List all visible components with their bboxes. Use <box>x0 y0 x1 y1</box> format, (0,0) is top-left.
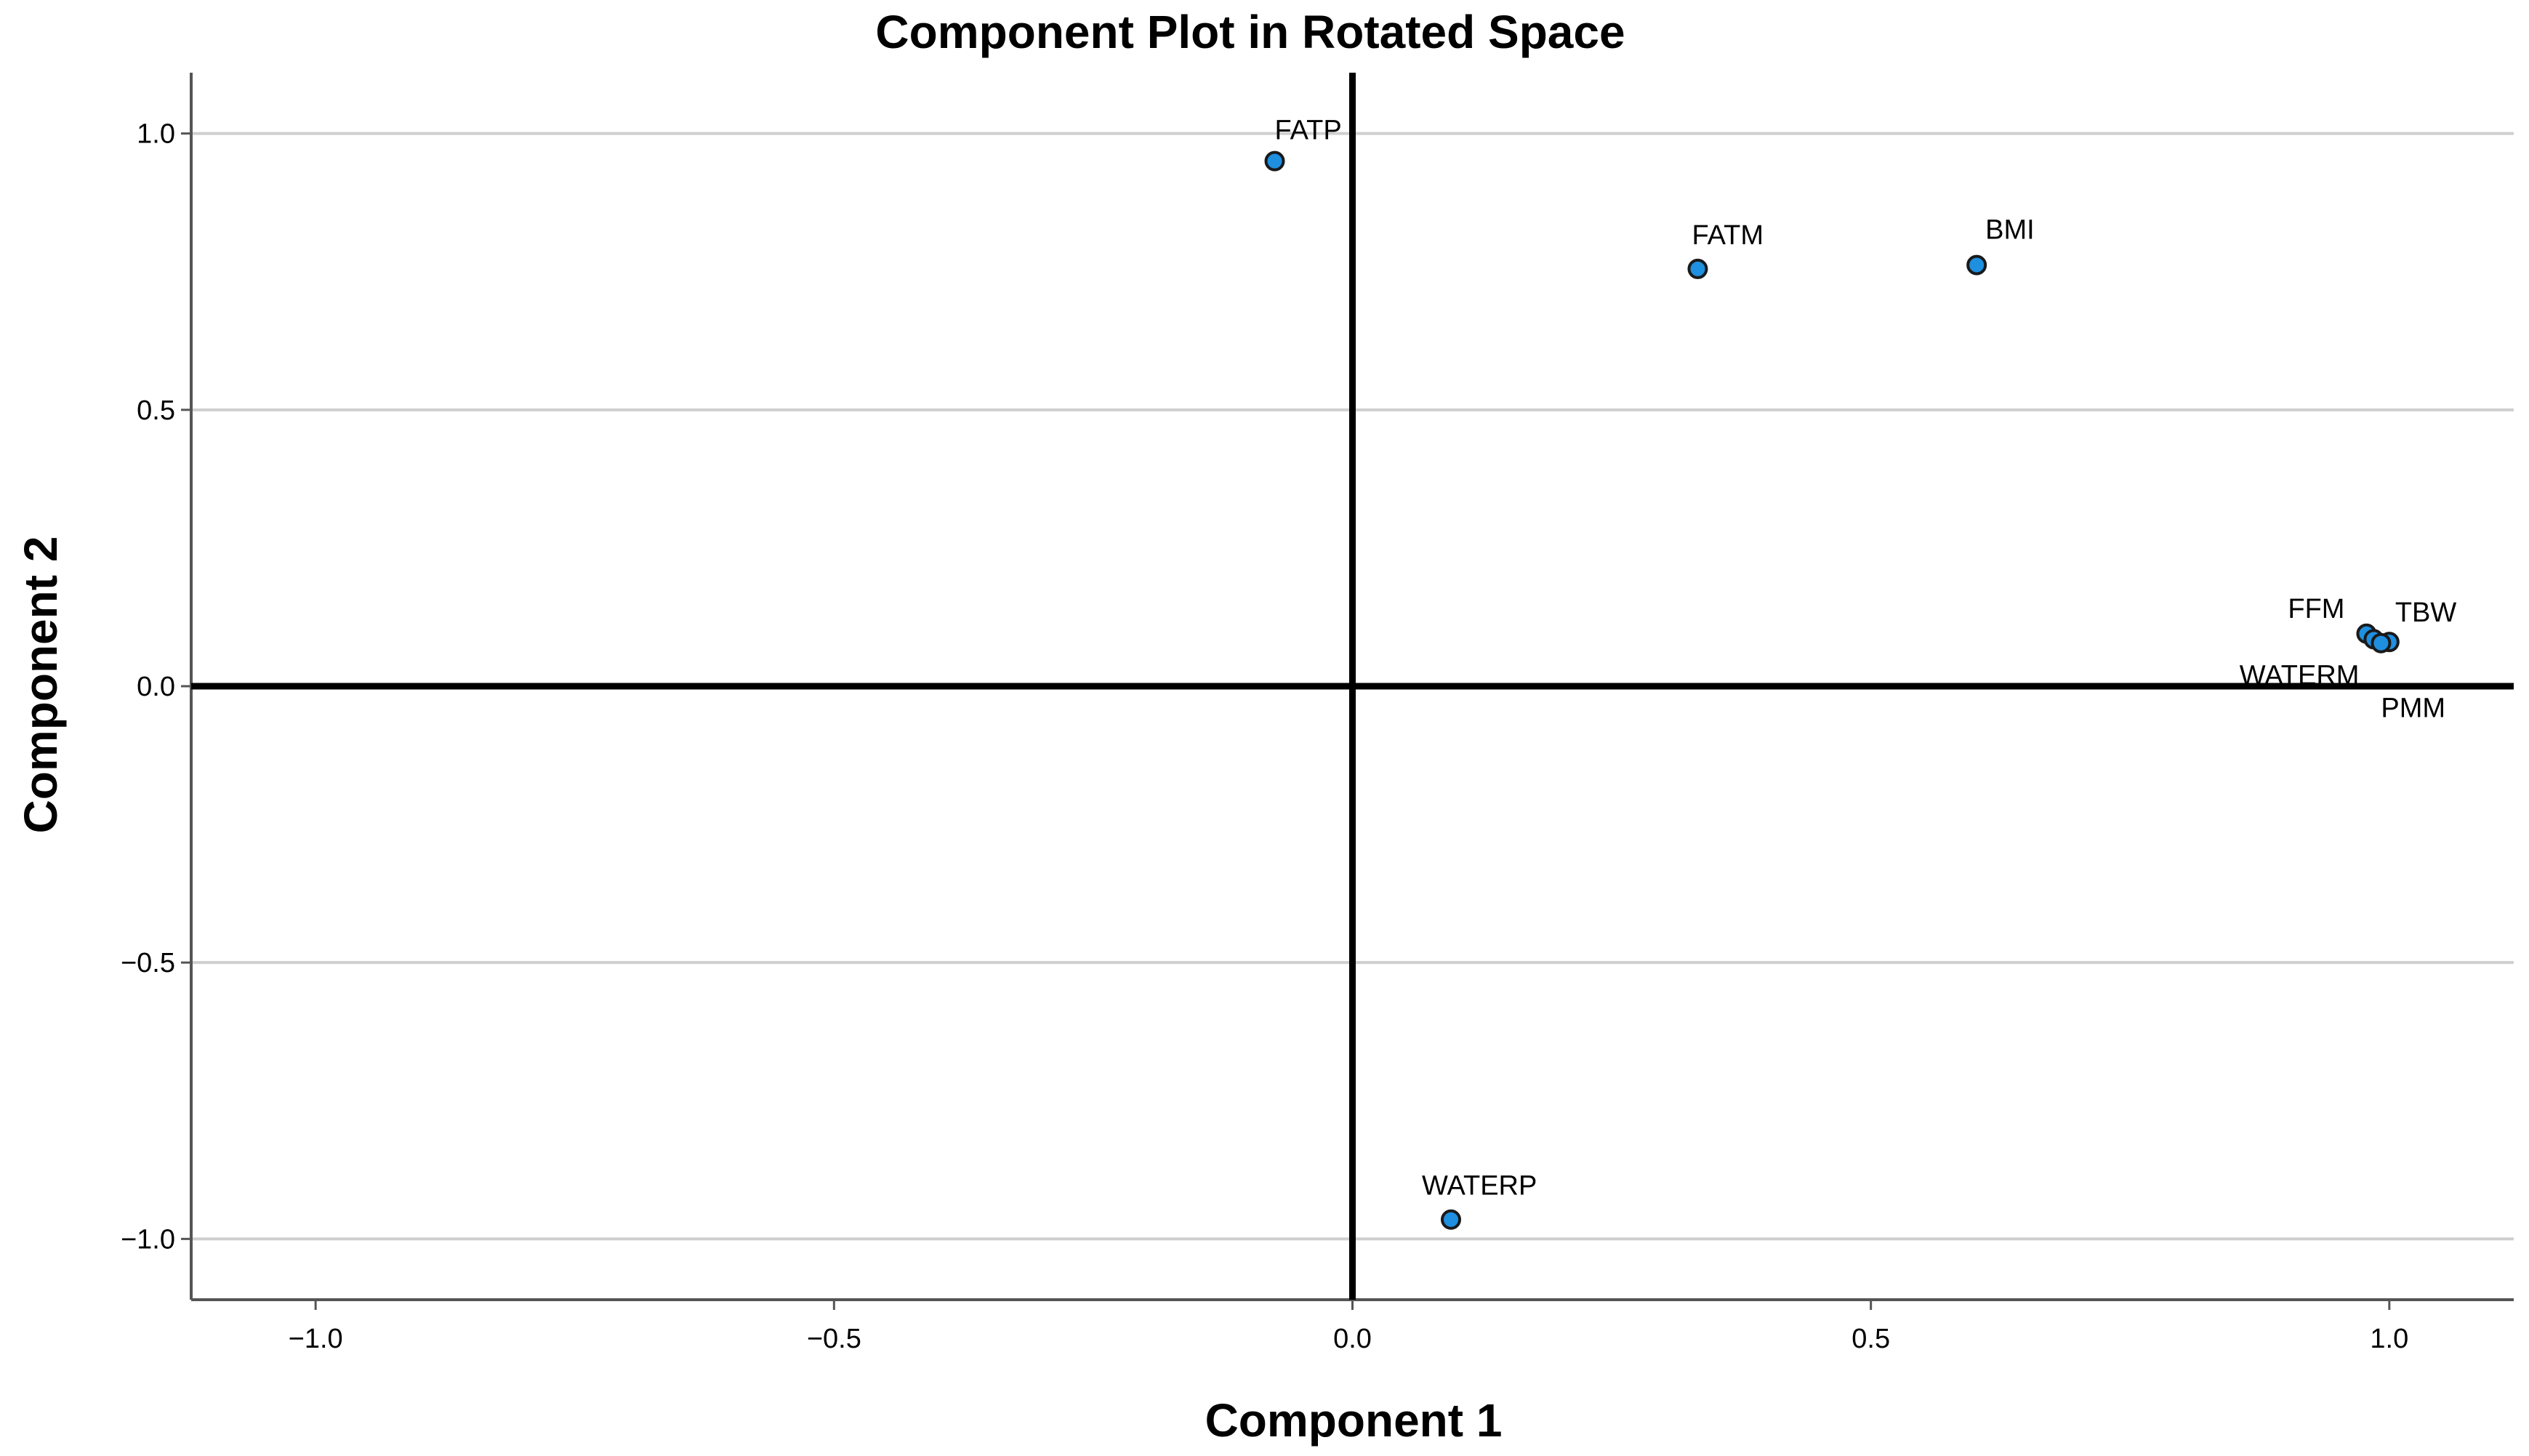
y-axis-title: Component 2 <box>15 536 67 834</box>
y-tick-label: 0.0 <box>137 672 175 702</box>
data-point-fatp <box>1264 150 1285 172</box>
point-label-waterp: WATERP <box>1422 1171 1537 1202</box>
x-tick-label: 1.0 <box>2370 1324 2408 1354</box>
point-label-waterm: WATERM <box>2240 660 2360 691</box>
x-axis-title: Component 1 <box>1205 1394 1503 1447</box>
chart-title: Component Plot in Rotated Space <box>875 6 1625 58</box>
x-tick-label: −1.0 <box>289 1324 343 1354</box>
x-tick-label: 0.0 <box>1333 1324 1372 1354</box>
y-tick-label: −1.0 <box>121 1224 175 1255</box>
x-tick-label: −0.5 <box>807 1324 861 1354</box>
data-point-fatm <box>1687 258 1708 279</box>
point-label-fatp: FATP <box>1275 116 1342 146</box>
point-label-tbw: TBW <box>2395 598 2457 628</box>
point-label-pmm: PMM <box>2381 693 2445 724</box>
y-tick-label: 1.0 <box>137 119 175 150</box>
data-point-waterp <box>1441 1209 1462 1230</box>
y-tick-label: −0.5 <box>121 948 175 978</box>
y-tick-label: 0.5 <box>137 395 175 426</box>
point-label-bmi: BMI <box>1985 215 2035 246</box>
point-labels: FATP FATM BMI FFM WATERM TBW PMM WATERP <box>1275 116 2457 1202</box>
point-label-fatm: FATM <box>1692 220 1764 251</box>
axis-ticks: 1.0 0.5 0.0 −0.5 −1.0 −1.0 −0.5 0.0 0.5 1.0 <box>121 119 2408 1354</box>
reference-lines <box>191 73 2514 1300</box>
data-points <box>1264 150 2400 1230</box>
data-point-pmm <box>2371 632 2392 653</box>
data-point-bmi <box>1966 254 1987 275</box>
x-tick-label: 0.5 <box>1851 1324 1890 1354</box>
point-label-ffm: FFM <box>2288 594 2344 624</box>
